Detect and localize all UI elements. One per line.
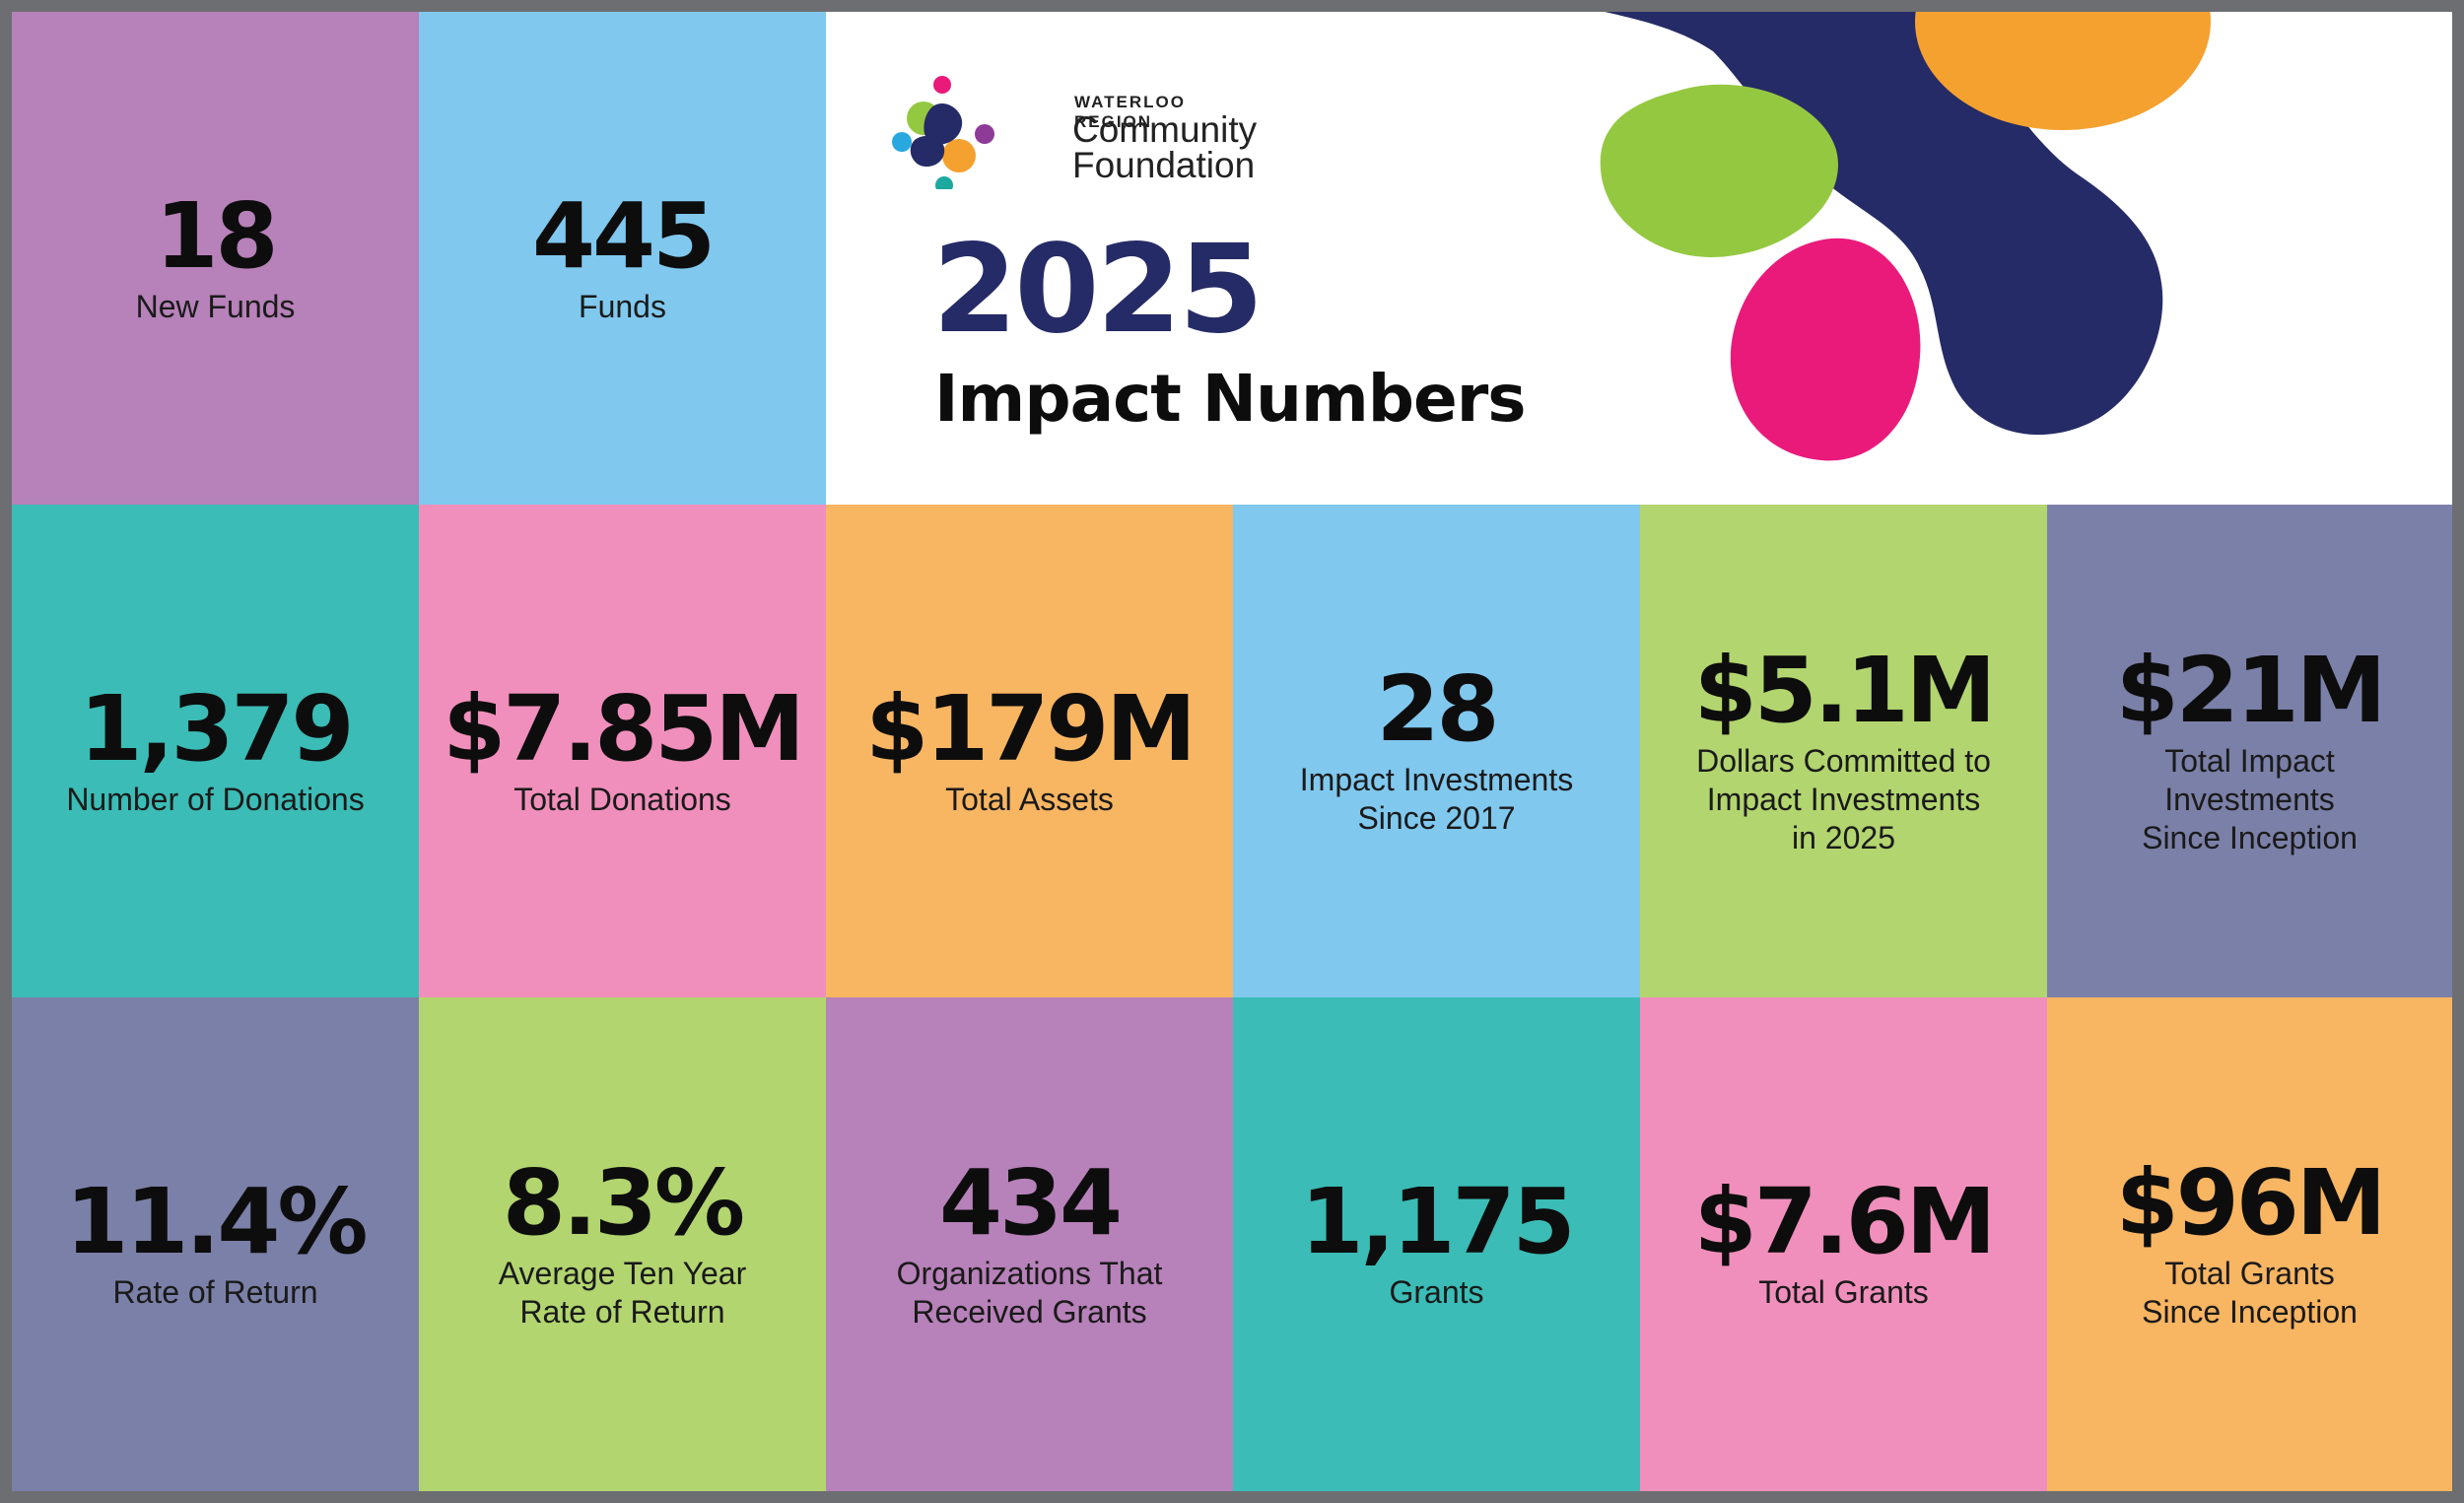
stat-label: Dollars Committed to Impact Investments … — [1696, 742, 1991, 857]
stat-value: 11.4% — [65, 1169, 368, 1274]
stat-value: $7.6M — [1693, 1169, 1997, 1274]
stat-value: $5.1M — [1693, 637, 1997, 743]
orange-blob — [1915, 12, 2211, 130]
stat-value: 434 — [938, 1149, 1123, 1256]
stat-label: Total Grants — [1758, 1273, 1929, 1312]
stat-tile-rate-of-return: 11.4% Rate of Return — [12, 997, 419, 1491]
stat-label: Rate of Return — [112, 1273, 317, 1312]
stat-label-line: Impact Investments — [1706, 781, 1981, 817]
stat-label: Number of Donations — [66, 781, 364, 819]
header-panel: WATERLOO REGION Community Foundation 202… — [826, 12, 2452, 505]
stat-label: New Funds — [136, 288, 296, 326]
stat-label: Total Grants Since Inception — [2142, 1255, 2358, 1332]
logo-name-line: Community — [1072, 109, 1258, 150]
stat-label-line: Rate of Return — [112, 1274, 318, 1310]
stat-label-line: Received Grants — [912, 1293, 1147, 1330]
page-title: Impact Numbers — [934, 361, 1527, 437]
logo-name-line: Foundation — [1072, 145, 1256, 185]
infographic: 18 New Funds 445 Funds — [12, 12, 2452, 1491]
stat-label-line: Dollars Committed to — [1696, 742, 1991, 779]
stat-label-line: Total Impact — [2164, 742, 2335, 779]
decorative-blobs — [1600, 12, 2211, 461]
stat-value: 445 — [531, 182, 716, 289]
logo-mark-icon — [892, 76, 994, 189]
stat-tile-new-funds: 18 New Funds — [12, 12, 419, 505]
stat-value: 18 — [155, 182, 278, 289]
stat-label-line: in 2025 — [1792, 819, 1895, 855]
stat-tile-number-of-donations: 1,379 Number of Donations — [12, 505, 419, 997]
stat-tile-average-ten-year-return: 8.3% Average Ten Year Rate of Return — [419, 997, 826, 1491]
stat-value: $179M — [865, 675, 1197, 782]
stat-value: 1,175 — [1300, 1169, 1575, 1274]
magenta-blob — [1730, 238, 1921, 461]
stat-tile-total-grants: $7.6M Total Grants — [1640, 997, 2047, 1491]
stat-value: 8.3% — [502, 1149, 745, 1256]
stat-value: $96M — [2115, 1149, 2387, 1256]
stat-label: Total Assets — [945, 781, 1114, 819]
foundation-logo: WATERLOO REGION Community Foundation — [885, 71, 1257, 189]
stat-label-line: Average Ten Year — [498, 1255, 747, 1291]
stat-tile-total-assets: $179M Total Assets — [826, 505, 1233, 997]
stat-value: 1,379 — [79, 675, 354, 782]
stat-label: Total Donations — [513, 781, 731, 819]
stat-tile-impact-investments: 28 Impact Investments Since 2017 — [1233, 505, 1640, 997]
stat-label: Average Ten Year Rate of Return — [499, 1255, 746, 1332]
stat-label-line: Since 2017 — [1357, 800, 1516, 836]
stat-label: Grants — [1389, 1273, 1483, 1312]
stat-label-line: Funds — [579, 288, 666, 324]
stat-label-line: Total Donations — [513, 781, 731, 817]
stat-label-line: New Funds — [135, 288, 296, 324]
stat-tile-total-grants-since-inception: $96M Total Grants Since Inception — [2047, 997, 2452, 1491]
page-year: 2025 — [932, 219, 1264, 361]
stat-tile-funds: 445 Funds — [419, 12, 826, 505]
stat-tile-organizations-granted: 434 Organizations That Received Grants — [826, 997, 1233, 1491]
stat-label: Total Impact Investments Since Inception — [2142, 742, 2358, 857]
stat-label-line: Since Inception — [2142, 819, 2358, 855]
stat-label-line: Grants — [1389, 1274, 1484, 1310]
stat-label: Funds — [579, 288, 666, 326]
stat-value: $21M — [2115, 637, 2387, 743]
logo-name: Community Foundation — [1072, 109, 1258, 185]
stat-label-line: Organizations That — [896, 1255, 1163, 1291]
stat-value: 28 — [1376, 656, 1499, 762]
stat-label-line: Total Assets — [945, 781, 1114, 817]
stat-value: $7.85M — [443, 675, 805, 782]
stat-label-line: Impact Investments — [1299, 762, 1574, 797]
stat-tile-dollars-committed: $5.1M Dollars Committed to Impact Invest… — [1640, 505, 2047, 997]
navy-splash-shape — [1605, 12, 2163, 436]
stat-label-line: Total Grants — [1758, 1274, 1929, 1310]
stat-tile-total-impact-investments: $21M Total Impact Investments Since Ince… — [2047, 505, 2452, 997]
stat-label: Organizations That Received Grants — [897, 1255, 1163, 1332]
stat-tile-grants: 1,175 Grants — [1233, 997, 1640, 1491]
stat-label-line: Number of Donations — [66, 781, 365, 817]
stat-label: Impact Investments Since 2017 — [1300, 761, 1573, 838]
logo-tagline: WATERLOO REGION — [1074, 93, 1186, 131]
stat-label-line: Investments — [2164, 781, 2335, 817]
stat-label-line: Rate of Return — [519, 1293, 725, 1330]
stat-tile-total-donations: $7.85M Total Donations — [419, 505, 826, 997]
stat-label-line: Since Inception — [2142, 1293, 2358, 1330]
green-blob — [1600, 84, 1838, 257]
stat-label-line: Total Grants — [2164, 1255, 2335, 1291]
